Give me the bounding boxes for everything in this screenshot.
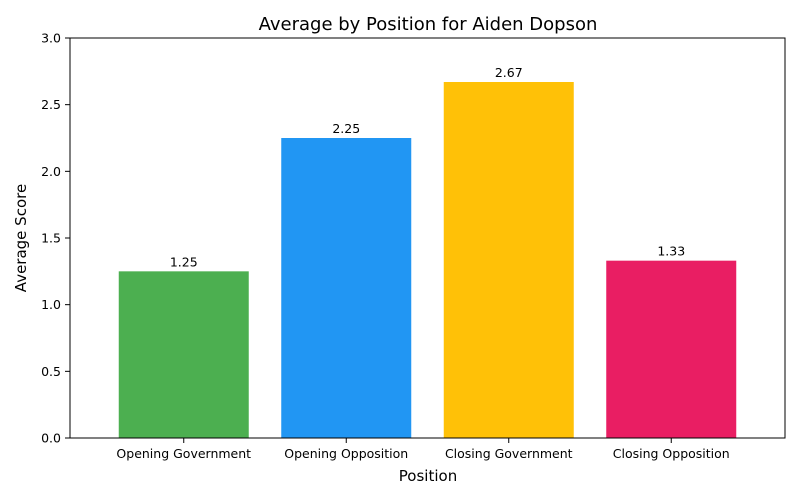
plot-frame — [69, 37, 786, 439]
y-tick-label-4: 2.0 — [41, 164, 61, 179]
bars-layer: 1.25 2.25 2.67 1.33 — [118, 65, 737, 438]
chart-title: Average by Position for Aiden Dopson — [259, 14, 598, 35]
bar-value-label-0: 1.25 — [170, 254, 198, 269]
x-tick-label-3: Closing Opposition — [613, 446, 730, 461]
y-axis-ticks: 0.0 0.5 1.0 1.5 2.0 2.5 3.0 — [41, 31, 70, 446]
y-tick-label-2: 1.0 — [41, 297, 61, 312]
bar-value-label-2: 2.67 — [495, 65, 523, 80]
bar-1 — [281, 138, 412, 438]
y-tick-label-6: 3.0 — [41, 31, 61, 46]
bar-value-label-3: 1.33 — [657, 244, 685, 259]
y-tick-label-3: 1.5 — [41, 231, 61, 246]
bar-2 — [443, 82, 574, 438]
bar-3 — [606, 260, 737, 438]
bar-value-label-1: 2.25 — [332, 121, 360, 136]
x-tick-label-0: Opening Government — [116, 446, 251, 461]
y-axis-label: Average Score — [12, 184, 30, 292]
x-axis-label: Position — [399, 467, 457, 485]
y-tick-label-0: 0.0 — [41, 431, 61, 446]
bar-0 — [118, 271, 249, 438]
x-tick-label-2: Closing Government — [445, 446, 573, 461]
y-tick-label-5: 2.5 — [41, 97, 61, 112]
y-tick-label-1: 0.5 — [41, 364, 61, 379]
x-axis-ticks: Opening Government Opening Opposition Clos… — [116, 438, 730, 461]
x-tick-label-1: Opening Opposition — [284, 446, 408, 461]
